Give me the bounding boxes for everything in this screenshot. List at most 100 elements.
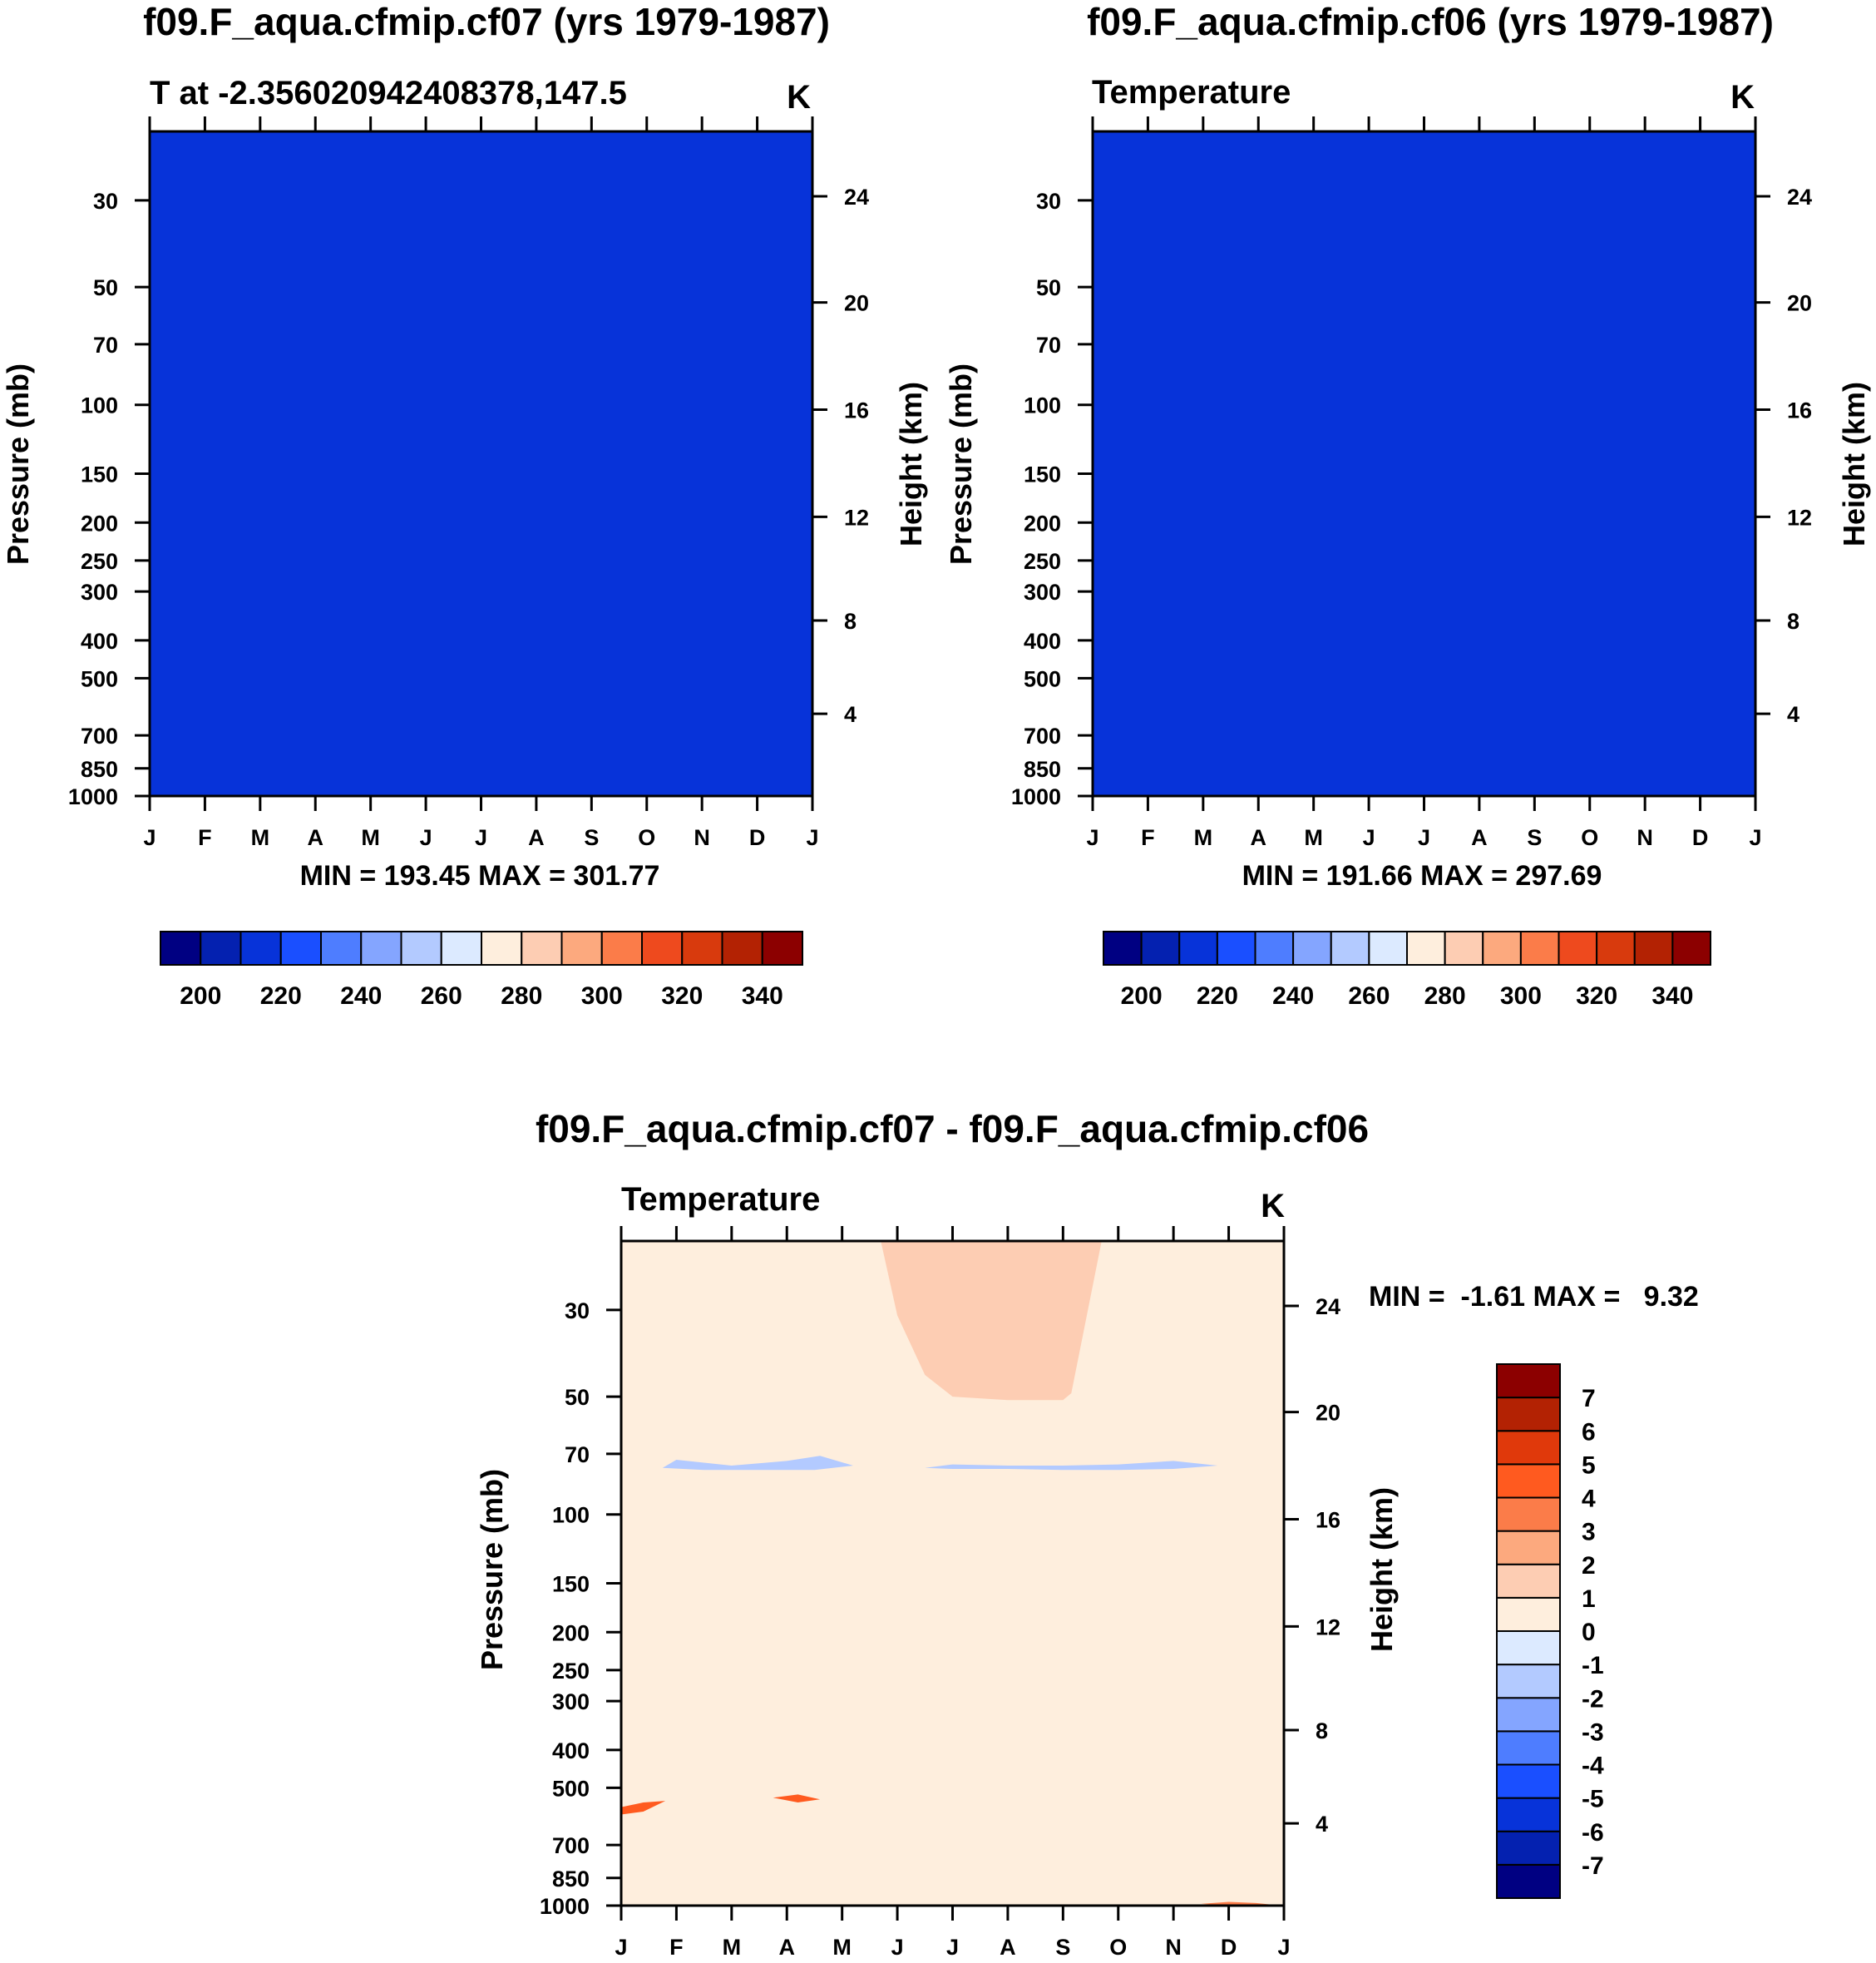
colorbar-swatch (440, 931, 482, 966)
panel-title: f09.F_aqua.cfmip.cf06 (yrs 1979-1987) (1087, 0, 1774, 43)
pressure-tick-label: 250 (81, 549, 118, 574)
contour-patch (621, 1801, 666, 1815)
panel-difference: f09.F_aqua.cfmip.cf07 - f09.F_aqua.cfmip… (475, 1107, 1699, 1960)
x-tick-label: M (1304, 825, 1323, 850)
colorbar-swatch (1496, 1496, 1561, 1532)
pressure-tick-label: 500 (1024, 666, 1061, 691)
colorbar-swatch (1140, 931, 1181, 966)
pressure-tick-label: 250 (1024, 549, 1061, 574)
pressure-tick-label: 700 (1024, 724, 1061, 749)
colorbar-swatch (681, 931, 723, 966)
colorbar: 200 220 240 260 280 300 320 340 (1103, 931, 1711, 1010)
contour-patch (662, 1456, 853, 1471)
colorbar-swatch (279, 931, 322, 966)
pressure-tick-label: 300 (81, 580, 118, 605)
height-tick-label: 4 (1787, 702, 1799, 727)
colorbar-swatch (1519, 931, 1560, 966)
colorbar-label: 240 (340, 982, 382, 1010)
panel-subtitle: Temperature (621, 1181, 820, 1218)
x-tick-label: N (1165, 1935, 1182, 1960)
panel-title: f09.F_aqua.cfmip.cf07 - f09.F_aqua.cfmip… (536, 1107, 1369, 1150)
colorbar-swatch (160, 931, 202, 966)
colorbar-label: -2 (1582, 1685, 1604, 1713)
x-tick-label: A (1471, 825, 1488, 850)
colorbar-label: 7 (1582, 1385, 1596, 1412)
height-tick-label: 24 (1787, 185, 1812, 210)
colorbar-swatch (1496, 1563, 1561, 1599)
x-tick-label: A (1000, 1935, 1016, 1960)
pressure-tick-label: 70 (1036, 333, 1061, 358)
x-tick-label: A (1251, 825, 1267, 850)
axes: J F M A M J J A S O N D J 30 50 70 100 150 200 250 300 400 500… (68, 116, 869, 850)
colorbar-swatch (1496, 1430, 1561, 1466)
x-tick-label: J (891, 1935, 904, 1960)
colorbar-label: 1 (1582, 1585, 1596, 1613)
pressure-tick-label: 1000 (1011, 784, 1061, 809)
height-tick-label: 12 (844, 505, 869, 530)
units-label: K (787, 79, 811, 116)
colorbar-label: 240 (1272, 982, 1314, 1010)
height-tick-label: 4 (844, 702, 857, 727)
colorbar: 200 220 240 260 280 300 320 340 (160, 931, 803, 1010)
x-tick-label: D (749, 825, 766, 850)
pressure-tick-label: 700 (552, 1833, 590, 1858)
x-tick-label: M (832, 1935, 852, 1960)
colorbar-swatch (1496, 1763, 1561, 1799)
pressure-tick-label: 300 (1024, 580, 1061, 605)
x-tick-label: J (475, 825, 487, 850)
contour-patch (925, 1461, 1218, 1471)
colorbar-swatch (360, 931, 402, 966)
colorbar-swatch (1292, 931, 1332, 966)
pressure-tick-label: 250 (552, 1659, 590, 1684)
colorbar-swatch (521, 931, 563, 966)
colorbar-label: 220 (1197, 982, 1238, 1010)
x-tick-label: J (946, 1935, 959, 1960)
colorbar-swatch (761, 931, 803, 966)
height-tick-label: 16 (1787, 398, 1812, 423)
contour-band (150, 131, 812, 796)
colorbar-swatch (200, 931, 242, 966)
panel-subtitle: Temperature (1092, 74, 1291, 111)
panel-cf07: f09.F_aqua.cfmip.cf07 (yrs 1979-1987) T … (1, 0, 928, 1010)
colorbar-label: 3 (1582, 1519, 1596, 1546)
pressure-tick-label: 200 (81, 511, 118, 536)
x-tick-label: M (251, 825, 270, 850)
height-tick-label: 24 (844, 185, 869, 210)
colorbar-label: 300 (1500, 982, 1542, 1010)
colorbar-label: 280 (1424, 982, 1466, 1010)
pressure-tick-label: 150 (81, 462, 118, 487)
colorbar-swatch (1178, 931, 1218, 966)
contour-field (621, 1241, 1284, 1906)
colorbar-swatch (1368, 931, 1408, 966)
x-tick-label: N (1637, 825, 1653, 850)
pressure-tick-label: 400 (81, 629, 118, 654)
pressure-tick-label: 30 (93, 189, 118, 214)
x-tick-label: M (723, 1935, 742, 1960)
x-tick-label: O (638, 825, 655, 850)
x-tick-label: J (1418, 825, 1430, 850)
colorbar-swatch (1671, 931, 1711, 966)
colorbar-label: 200 (1121, 982, 1163, 1010)
colorbar-label: 6 (1582, 1418, 1596, 1446)
x-tick-label: F (669, 1935, 684, 1960)
panel-cf06: f09.F_aqua.cfmip.cf06 (yrs 1979-1987) Te… (944, 0, 1871, 1010)
pressure-tick-label: 850 (1024, 757, 1061, 782)
height-tick-label: 24 (1316, 1294, 1340, 1319)
colorbar-swatch (721, 931, 763, 966)
pressure-tick-label: 500 (552, 1776, 590, 1801)
colorbar-label: -1 (1582, 1652, 1604, 1679)
pressure-tick-label: 50 (565, 1385, 590, 1410)
colorbar-swatch (481, 931, 523, 966)
colorbar-swatch (600, 931, 643, 966)
y-axis-label-left: Pressure (mb) (944, 363, 978, 565)
x-tick-label: F (1141, 825, 1155, 850)
pressure-tick-label: 1000 (68, 784, 118, 809)
x-tick-label: J (1363, 825, 1375, 850)
colorbar-swatch (1496, 1863, 1561, 1899)
units-label: K (1730, 79, 1755, 116)
y-axis-label-left: Pressure (mb) (1, 363, 35, 565)
pressure-tick-label: 30 (565, 1298, 590, 1323)
height-tick-label: 16 (1316, 1508, 1340, 1533)
pressure-tick-label: 50 (93, 275, 118, 300)
